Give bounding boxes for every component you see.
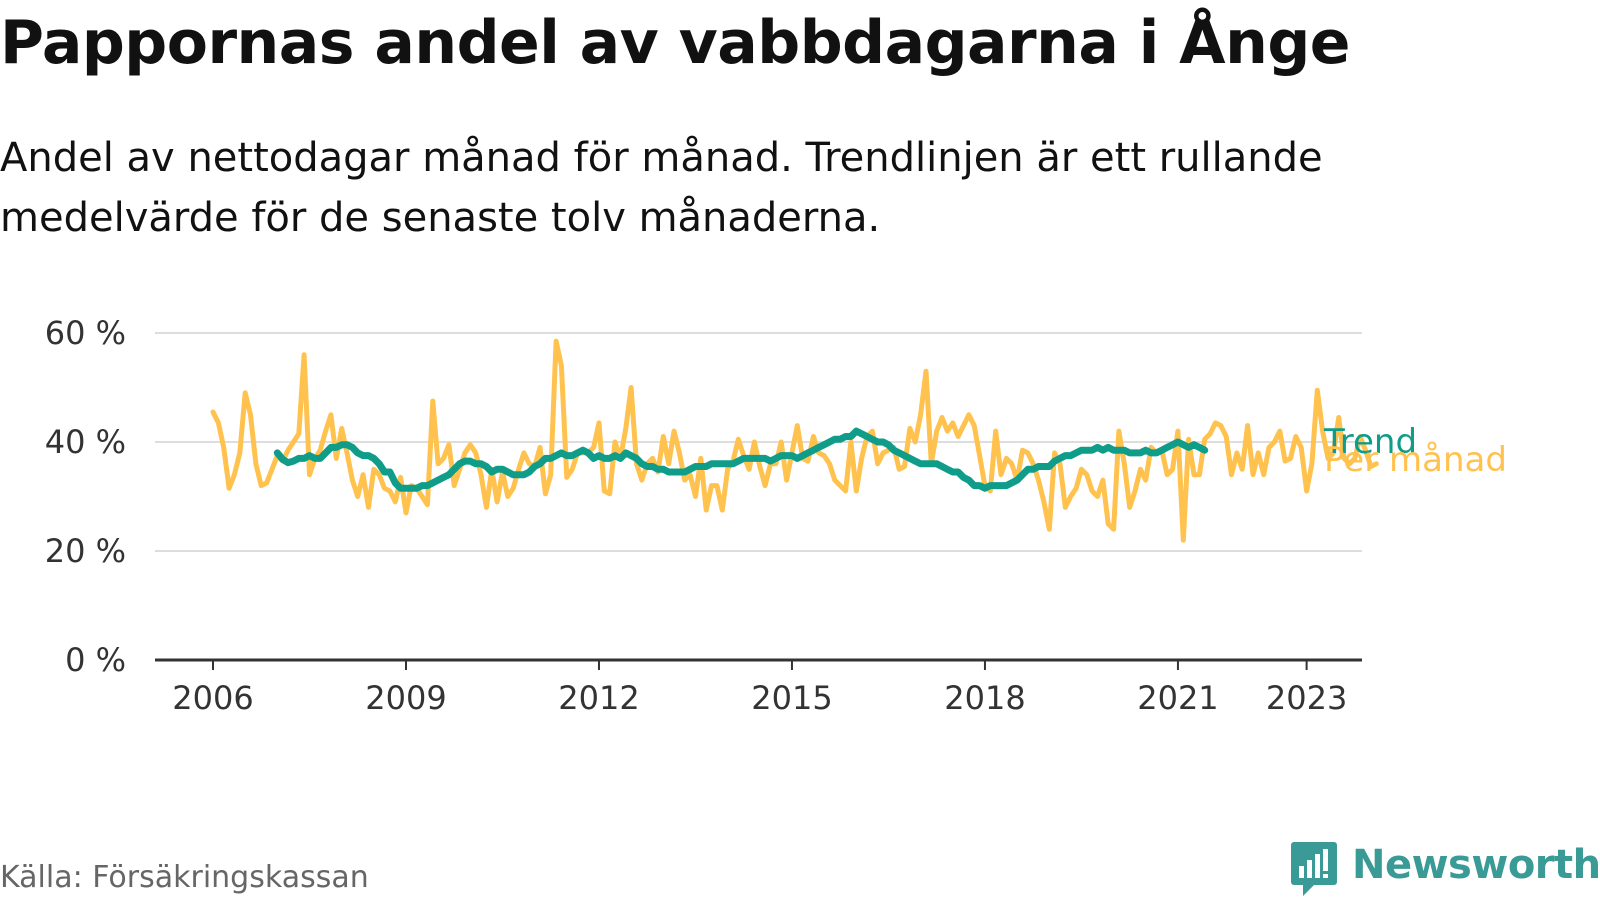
newsworthy-chart-bubble-icon: [1291, 842, 1337, 896]
x-tick-label: 2023: [1266, 679, 1347, 717]
brand-logo[interactable]: Newsworthy: [1290, 840, 1600, 900]
line-chart: 0 % 20 % 40 % 60 % 2006 2009 2012 2015 2018 2021…: [45, 314, 1507, 717]
y-axis-ticks: 0 % 20 % 40 % 60 %: [45, 314, 126, 679]
x-tick-label: 2021: [1137, 679, 1218, 717]
y-tick-label: 40 %: [45, 423, 126, 461]
x-tick-label: 2015: [751, 679, 832, 717]
source-note: Källa: Försäkringskassan: [0, 860, 369, 895]
brand-name: Newsworthy: [1352, 842, 1600, 888]
series-label: Trend: [1323, 422, 1417, 462]
x-tick-label: 2018: [944, 679, 1025, 717]
x-tick-label: 2009: [365, 679, 446, 717]
series-line-trend: [273, 427, 1209, 492]
x-tick-label: 2012: [558, 679, 639, 717]
grid-lines: [155, 332, 1362, 662]
chart-title: Pappornas andel av vabbdagarna i Ånge: [0, 8, 1350, 78]
x-axis-ticks: 2006 2009 2012 2015 2018 2021 2023: [172, 660, 1347, 717]
series-line-per-manad: [210, 338, 1379, 543]
x-tick-label: 2006: [172, 679, 253, 717]
series-label: Per månad: [1324, 440, 1507, 480]
y-tick-label: 60 %: [45, 314, 126, 352]
y-tick-label: 20 %: [45, 532, 126, 570]
series-lines: [210, 338, 1379, 543]
y-tick-label: 0 %: [65, 641, 126, 679]
chart-subtitle: Andel av nettodagar månad för månad. Tre…: [0, 135, 1323, 241]
